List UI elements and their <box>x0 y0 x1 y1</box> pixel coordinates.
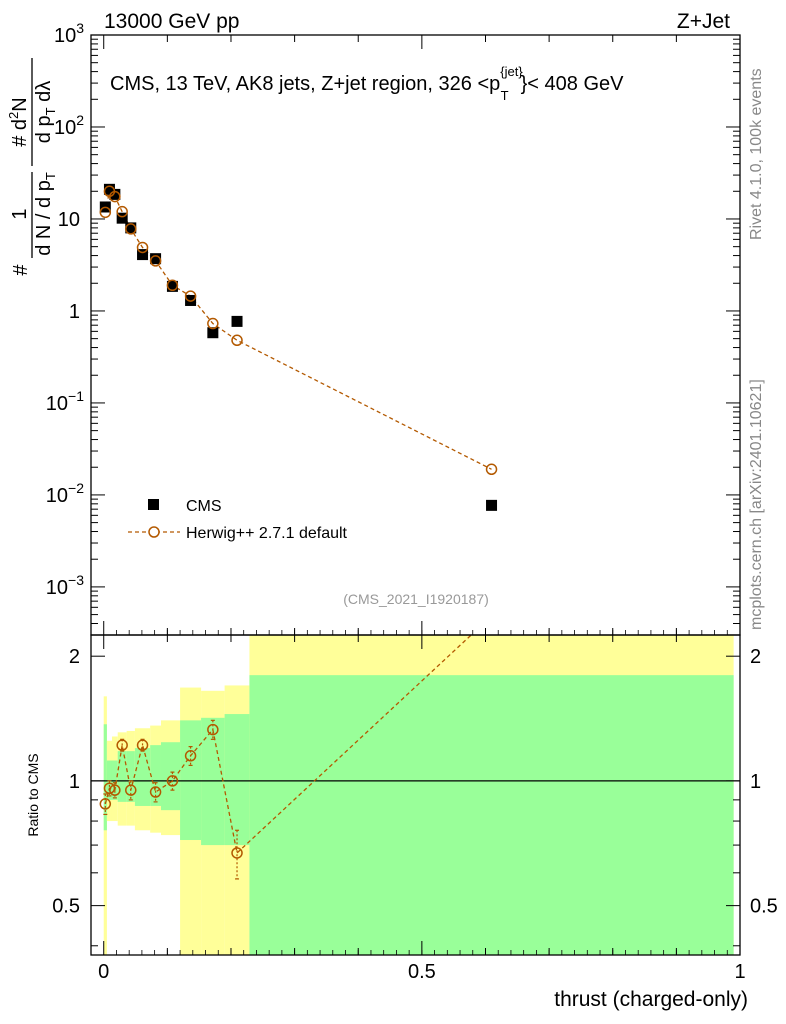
herwig-point <box>116 205 128 218</box>
ratio-uncertainty-bands <box>103 635 734 955</box>
energy-label: 13000 GeV pp <box>104 10 239 33</box>
svg-text:d N / d pT: d N / d pT <box>33 172 58 256</box>
herwig-point <box>125 223 137 235</box>
legend-marker-herwig <box>148 526 160 538</box>
ratio-y-tick-label: 0.5 <box>52 896 80 918</box>
legend-label-herwig: Herwig++ 2.7.1 default <box>186 525 348 542</box>
ratio-panel-frame <box>90 634 741 956</box>
herwig-point <box>184 290 197 302</box>
y-tick-label: 10−1 <box>46 388 84 415</box>
y-axis-title: # 1 d N / d pT # d2N d pT dλ <box>6 58 58 276</box>
ratio-herwig-line <box>104 635 473 855</box>
herwig-point <box>99 206 112 219</box>
legend-label-cms: CMS <box>186 498 222 515</box>
cms-point <box>207 327 219 339</box>
analysis-tag: (CMS_2021_I1920187) <box>343 591 489 607</box>
cms-point <box>231 315 243 327</box>
process-label: Z+Jet <box>677 10 730 33</box>
x-tick-label: 0.5 <box>408 961 436 983</box>
ratio-herwig-point <box>231 847 243 859</box>
herwig-point <box>149 255 162 267</box>
ratio-band-green-0 <box>103 724 107 831</box>
main-panel-frame <box>90 34 741 636</box>
herwig-point <box>207 317 219 330</box>
ratio-herwig-point <box>116 739 128 751</box>
cms-point <box>137 249 149 261</box>
ratio-herwig-point <box>136 739 149 751</box>
y-tick-label: 10−3 <box>46 572 84 599</box>
ratio-band-green-5 <box>134 748 151 806</box>
ratio-y-tick-label-right: 0.5 <box>750 896 778 918</box>
cms-point <box>166 280 178 292</box>
ratio-band-green-11 <box>249 675 734 955</box>
herwig-point <box>166 279 179 292</box>
cms-point <box>116 212 128 224</box>
svg-text:#: # <box>10 264 32 276</box>
ratio-herwig-point <box>166 775 179 787</box>
ratio-band-green-6 <box>150 745 161 806</box>
svg-text:# d2N: # d2N <box>6 97 31 147</box>
main-panel-marks <box>99 183 498 511</box>
ratio-band-green-2 <box>111 760 118 800</box>
plot-title: CMS, 13 TeV, AK8 jets, Z+jet region, 326… <box>110 64 624 103</box>
herwig-line <box>104 189 492 470</box>
legend: CMS Herwig++ 2.7.1 default <box>128 498 348 542</box>
ratio-herwig-point <box>125 784 137 796</box>
x-tick-label: 0 <box>98 961 109 983</box>
ratio-y-tick-label-right: 2 <box>750 646 761 668</box>
ratio-y-axis-title: Ratio to CMS <box>25 753 41 836</box>
ratio-herwig-point <box>184 750 197 762</box>
ratio-panel-marks <box>91 635 740 880</box>
herwig-point <box>485 463 498 476</box>
ratio-y-tick-label-right: 1 <box>750 771 761 793</box>
cms-point <box>125 222 137 234</box>
x-tick-label: 1 <box>734 961 745 983</box>
ratio-y-tick-label: 2 <box>69 646 80 668</box>
ratio-band-green-3 <box>117 751 127 802</box>
y-tick-label: 1 <box>69 301 80 323</box>
svg-text:1: 1 <box>9 208 31 219</box>
ratio-herwig-point <box>99 798 112 810</box>
svg-text:CMS, 13 TeV, AK8 jets, Z+jet r: CMS, 13 TeV, AK8 jets, Z+jet region, 326… <box>110 64 624 103</box>
mcplots-label: mcplots.cern.ch [arXiv:2401.10621] <box>748 379 765 630</box>
ratio-band-green-10 <box>224 714 250 846</box>
ratio-y-tick-label: 1 <box>69 771 80 793</box>
legend-marker-cms <box>148 499 159 510</box>
herwig-point <box>136 241 149 254</box>
cms-point <box>486 499 498 511</box>
ratio-herwig-point <box>109 784 121 796</box>
ratio-herwig-point <box>149 786 162 798</box>
cms-point <box>150 253 162 265</box>
y-tick-label: 102 <box>54 112 84 139</box>
y-tick-label: 10 <box>58 209 80 231</box>
rivet-version-label: Rivet 4.1.0, 100k events <box>748 68 765 240</box>
ratio-herwig-point <box>207 723 219 736</box>
y-tick-label: 103 <box>54 20 84 47</box>
ratio-band-green-4 <box>126 751 135 802</box>
herwig-point <box>231 334 243 347</box>
herwig-point <box>109 190 121 203</box>
cms-point <box>109 188 121 200</box>
y-tick-label: 10−2 <box>46 480 84 507</box>
x-axis-title: thrust (charged-only) <box>554 988 748 1011</box>
ratio-band-green-8 <box>180 720 202 841</box>
ratio-band-green-1 <box>106 760 112 800</box>
